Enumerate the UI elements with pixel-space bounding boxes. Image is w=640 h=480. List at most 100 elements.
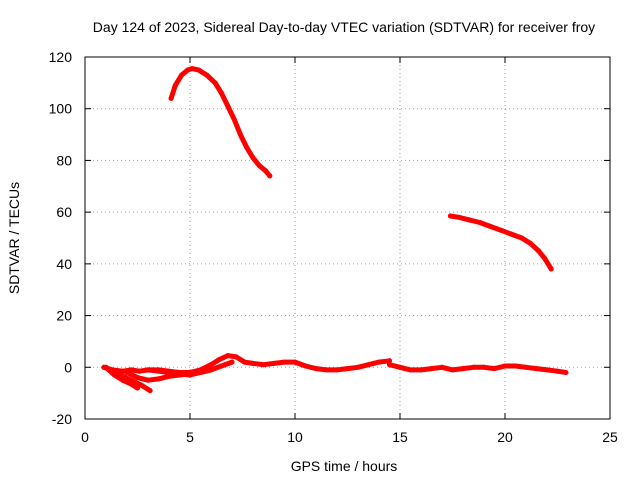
data-point [212,80,218,86]
y-tick-label: 0 [64,359,72,375]
data-point [387,358,392,364]
data-point [534,366,539,372]
x-tick-label: 25 [602,429,618,445]
y-tick-label: -20 [52,411,72,427]
data-point [256,163,262,169]
y-tick-label: 60 [56,204,72,220]
data-point [542,256,548,262]
data-point [408,367,413,373]
data-point [477,220,483,225]
data-point [261,362,266,368]
data-point [135,375,140,381]
data-point [135,385,140,391]
data-point [216,357,222,362]
data-point [387,362,392,368]
data-point [447,213,453,219]
data-point [208,367,214,373]
data-point [237,132,243,138]
data-point [124,370,130,375]
data-point [233,354,239,360]
data-point [460,366,466,372]
data-point [548,266,554,272]
data-point [439,364,445,370]
data-point [225,353,231,359]
y-tick-label: 80 [56,152,72,168]
data-point [128,377,134,383]
data-point [103,364,109,370]
data-point [508,231,514,237]
data-point [513,363,518,369]
data-point [185,67,191,73]
data-point [107,367,113,373]
data-point [492,366,497,372]
data-point [166,370,172,375]
data-point [523,364,529,370]
data-point [544,367,550,373]
data-point [145,377,151,383]
data-point [536,248,542,254]
x-tick-label: 10 [287,429,303,445]
data-point [198,370,203,375]
data-point [563,370,569,375]
data-point [271,360,277,366]
data-point [376,359,382,365]
x-tick-label: 20 [497,429,513,445]
data-point [282,359,287,365]
data-point [527,240,533,246]
data-point [229,359,235,365]
y-tick-label: 120 [49,49,73,65]
data-point [345,366,350,372]
y-tick-label: 100 [49,101,73,117]
data-point [118,372,124,378]
data-point [219,363,224,369]
x-tick-label: 15 [392,429,408,445]
y-tick-label: 40 [56,256,72,272]
data-point [137,368,143,374]
data-point [120,368,126,374]
data-point [366,362,371,368]
x-tick-label: 0 [81,429,89,445]
grid-lines [85,57,610,419]
data-point [355,364,361,370]
data-point [397,364,403,370]
data-marks [101,66,569,394]
data-point [179,72,185,78]
data-point [313,366,319,372]
data-point [303,363,308,369]
data-point [263,168,269,174]
data-point [471,364,476,370]
y-axis-label: SDTVAR / TECUs [6,182,22,294]
data-point [172,82,178,88]
data-point [156,368,161,374]
data-point [502,363,508,369]
data-point [208,362,214,368]
data-point [498,227,504,233]
data-point [456,214,462,220]
y-axis-ticks: -20 0 20 40 60 80 100 120 [49,49,610,427]
data-point [219,90,224,96]
series-arc-high-1 [168,66,273,179]
data-point [334,367,340,373]
data-point [418,367,424,373]
data-point [250,360,256,366]
data-point [145,367,151,373]
y-tick-label: 20 [56,308,72,324]
data-point [450,367,455,373]
series-arc-high-2 [447,213,554,272]
data-point [487,223,493,229]
data-point [156,376,161,382]
x-axis-label: GPS time / hours [291,458,398,474]
data-point [466,217,472,223]
x-tick-label: 5 [186,429,194,445]
data-point [204,72,210,78]
data-point [250,155,256,161]
data-point [519,235,525,241]
data-point [231,116,237,122]
chart-title: Day 124 of 2023, Sidereal Day-to-day VTE… [93,19,595,35]
data-point [139,382,145,388]
data-point [195,67,201,73]
data-point [324,367,329,373]
data-point [267,173,273,179]
data-point [187,372,193,378]
